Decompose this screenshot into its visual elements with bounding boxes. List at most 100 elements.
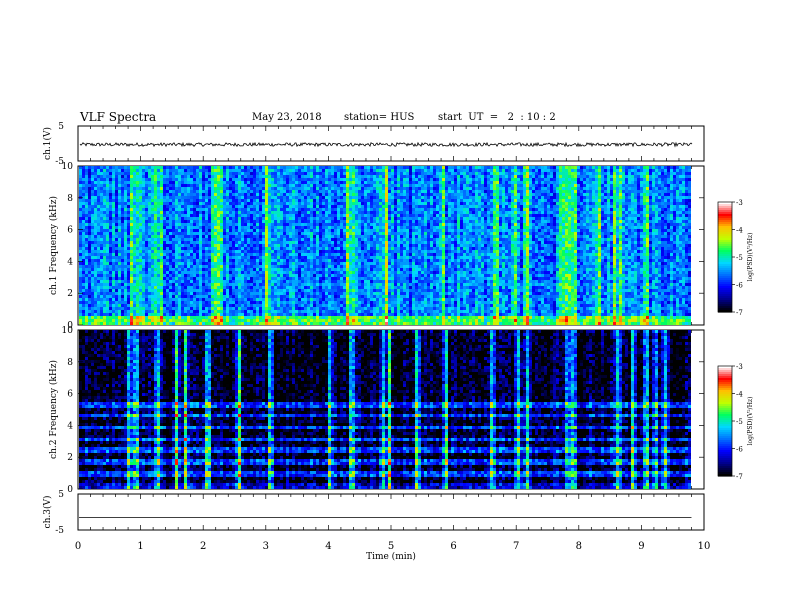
spectrogram-cell <box>259 286 262 289</box>
spectrogram-cell <box>88 193 91 196</box>
spectrogram-cell <box>202 178 205 181</box>
spectrogram-cell <box>121 211 124 214</box>
spectrogram-cell <box>277 208 280 211</box>
spectrogram-cell <box>187 169 190 172</box>
spectrogram-cell <box>142 313 145 316</box>
spectrogram-cell <box>286 262 289 265</box>
spectrogram-cell <box>130 313 133 316</box>
spectrogram-cell <box>211 280 214 283</box>
spectrogram-cell <box>304 181 307 184</box>
spectrogram-cell <box>271 295 274 298</box>
spectrogram-cell <box>187 286 190 289</box>
spectrogram-cell <box>325 247 328 250</box>
spectrogram-cell <box>256 178 259 181</box>
spectrogram-cell <box>193 166 196 169</box>
spectrogram-cell <box>145 250 148 253</box>
spectrogram-cell <box>259 226 262 229</box>
spectrogram-cell <box>214 238 217 241</box>
spectrogram-cell <box>247 256 250 259</box>
spectrogram-cell <box>259 235 262 238</box>
spectrogram-cell <box>211 223 214 226</box>
spectrogram-cell <box>193 316 196 319</box>
spectrogram-cell <box>193 253 196 256</box>
spectrogram-cell <box>232 238 235 241</box>
spectrogram-cell <box>328 223 331 226</box>
spectrogram-cell <box>226 205 229 208</box>
spectrogram-cell <box>130 247 133 250</box>
spectrogram-cell <box>253 250 256 253</box>
spectrogram-cell <box>175 166 178 169</box>
spectrogram-cell <box>253 259 256 262</box>
spectrogram-cell <box>211 298 214 301</box>
spectrogram-cell <box>199 316 202 319</box>
spectrogram-cell <box>97 319 100 322</box>
spectrogram-cell <box>244 193 247 196</box>
spectrogram-cell <box>127 217 130 220</box>
spectrogram-cell <box>304 286 307 289</box>
spectrogram-cell <box>256 169 259 172</box>
spectrogram-cell <box>151 298 154 301</box>
spectrogram-cell <box>226 184 229 187</box>
spectrogram-cell <box>154 271 157 274</box>
spectrogram-cell <box>85 226 88 229</box>
spectrogram-cell <box>235 196 238 199</box>
spectrogram-cell <box>304 316 307 319</box>
spectrogram-cell <box>145 241 148 244</box>
spectrogram-cell <box>157 283 160 286</box>
spectrogram-cell <box>109 238 112 241</box>
spectrogram-cell <box>223 262 226 265</box>
spectrogram-cell <box>301 229 304 232</box>
spectrogram-cell <box>268 265 271 268</box>
spectrogram-cell <box>313 250 316 253</box>
spectrogram-cell <box>235 190 238 193</box>
spectrogram-cell <box>313 223 316 226</box>
spectrogram-cell <box>232 310 235 313</box>
spectrogram-cell <box>331 178 334 181</box>
spectrogram-cell <box>100 193 103 196</box>
spectrogram-cell <box>139 226 142 229</box>
spectrogram-cell <box>274 229 277 232</box>
spectrogram-cell <box>226 199 229 202</box>
spectrogram-cell <box>79 232 82 235</box>
spectrogram-cell <box>88 286 91 289</box>
spectrogram-cell <box>193 196 196 199</box>
spectrogram-cell <box>184 283 187 286</box>
spectrogram-cell <box>205 313 208 316</box>
spectrogram-cell <box>169 310 172 313</box>
spectrogram-cell <box>145 226 148 229</box>
spectrogram-cell <box>295 166 298 169</box>
spectrogram-cell <box>304 259 307 262</box>
spectrogram-cell <box>256 187 259 190</box>
spectrogram-cell <box>298 259 301 262</box>
spectrogram-cell <box>97 211 100 214</box>
spectrogram-cell <box>133 241 136 244</box>
spectrogram-cell <box>238 175 241 178</box>
spectrogram-cell <box>79 169 82 172</box>
spectrogram-cell <box>232 298 235 301</box>
spectrogram-cell <box>247 292 250 295</box>
spectrogram-cell <box>91 190 94 193</box>
spectrogram-cell <box>217 256 220 259</box>
spectrogram-cell <box>199 229 202 232</box>
spectrogram-cell <box>274 313 277 316</box>
spectrogram-cell <box>217 178 220 181</box>
spectrogram-cell <box>328 322 331 325</box>
spectrogram-cell <box>94 271 97 274</box>
spectrogram-cell <box>127 274 130 277</box>
spectrogram-cell <box>208 280 211 283</box>
spectrogram-cell <box>169 241 172 244</box>
spectrogram-cell <box>124 268 127 271</box>
spectrogram-cell <box>331 193 334 196</box>
spectrogram-cell <box>91 169 94 172</box>
spectrogram-cell <box>286 211 289 214</box>
spectrogram-cell <box>97 256 100 259</box>
spectrogram-cell <box>109 169 112 172</box>
spectrogram-cell <box>208 166 211 169</box>
spectrogram-cell <box>79 208 82 211</box>
spectrogram-cell <box>319 310 322 313</box>
spectrogram-cell <box>229 313 232 316</box>
spectrogram-cell <box>250 238 253 241</box>
spectrogram-cell <box>205 289 208 292</box>
spectrogram-cell <box>127 178 130 181</box>
spectrogram-cell <box>298 262 301 265</box>
